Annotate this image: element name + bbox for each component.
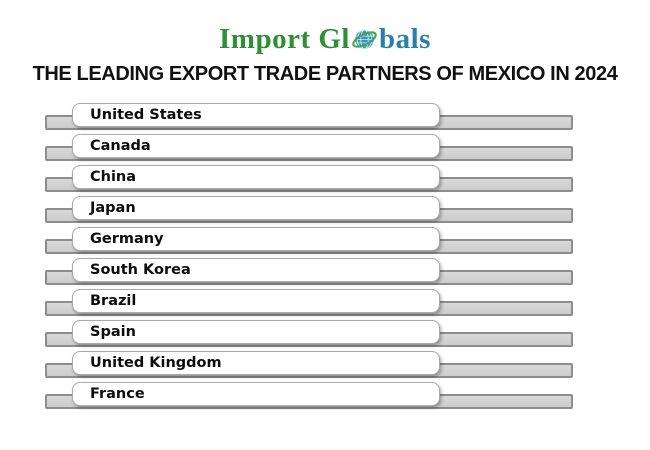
bar-label-text: China xyxy=(90,169,137,185)
bar-label: France xyxy=(72,382,440,406)
bar-row: China xyxy=(0,165,650,196)
bar-label: Germany xyxy=(72,227,440,251)
bar-row: Canada xyxy=(0,134,650,165)
page-title: THE LEADING EXPORT TRADE PARTNERS OF MEX… xyxy=(32,63,618,85)
logo-text-green: Import Gl xyxy=(219,23,350,55)
bar-label: China xyxy=(72,165,440,189)
bar-row: Brazil xyxy=(0,289,650,320)
bar-label-text: United Kingdom xyxy=(90,355,222,371)
bar-label: South Korea xyxy=(72,258,440,282)
globe-icon xyxy=(350,23,379,55)
bar-row: France xyxy=(0,382,650,413)
bar-row: Japan xyxy=(0,196,650,227)
bar-row: Spain xyxy=(0,320,650,351)
bar-label: Japan xyxy=(72,196,440,220)
bar-label: Brazil xyxy=(72,289,440,313)
brand-logo: Import Gl bals xyxy=(0,0,650,56)
bar-label-text: Brazil xyxy=(90,293,137,309)
bar-label-text: United States xyxy=(90,107,202,123)
bar-row: United Kingdom xyxy=(0,351,650,382)
bar-label-text: South Korea xyxy=(90,262,191,278)
bar-label-text: Germany xyxy=(90,231,164,247)
bar-label: United Kingdom xyxy=(72,351,440,375)
logo-text-blue: bals xyxy=(378,23,431,55)
bar-label-text: Spain xyxy=(90,324,136,340)
bar-label: United States xyxy=(72,103,440,127)
bar-label: Canada xyxy=(72,134,440,158)
bar-row: United States xyxy=(0,103,650,134)
bar-row: Germany xyxy=(0,227,650,258)
bar-row: South Korea xyxy=(0,258,650,289)
bars-list: United States Canada China Japan xyxy=(0,103,650,413)
bar-label: Spain xyxy=(72,320,440,344)
bar-label-text: Japan xyxy=(90,200,136,216)
bar-label-text: Canada xyxy=(90,138,151,154)
infographic-page: Import Gl bals THE LEADING EXPORT TRADE … xyxy=(0,0,650,413)
bar-label-text: France xyxy=(90,386,145,402)
